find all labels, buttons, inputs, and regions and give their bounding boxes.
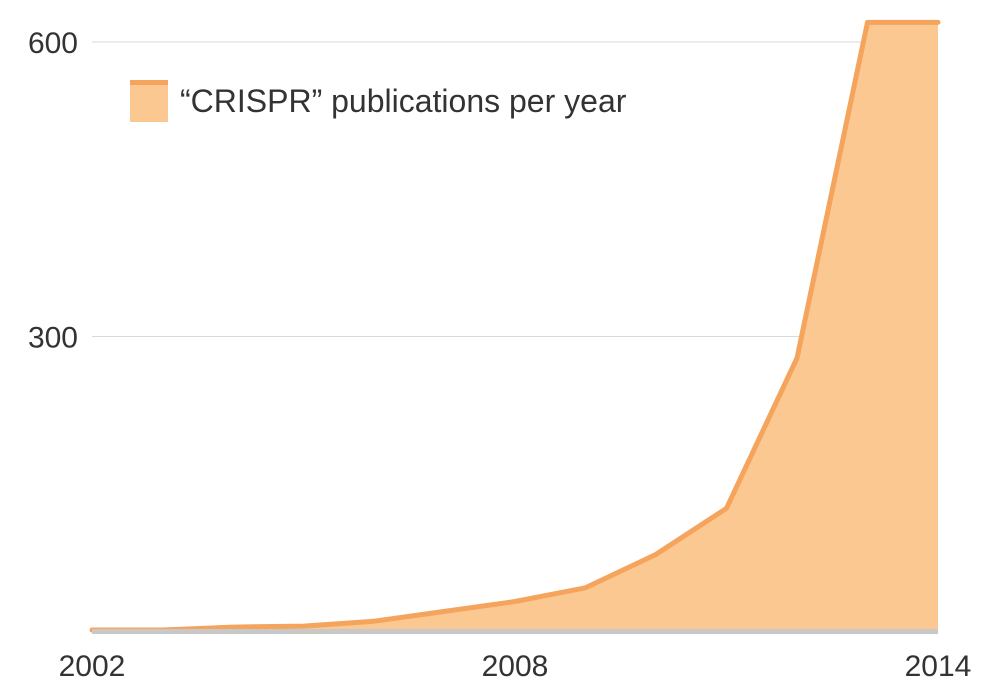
x-tick-label: 2008 <box>482 650 549 683</box>
y-tick-label: 300 <box>28 322 78 355</box>
legend-swatch-line <box>130 80 168 85</box>
x-tick-label: 2002 <box>59 650 126 683</box>
legend: “CRISPR” publications per year <box>130 80 627 122</box>
legend-swatch <box>130 82 168 122</box>
series-area <box>92 22 938 631</box>
axes: 300 600 2002 2008 2014 <box>28 27 971 683</box>
x-axis-baseline <box>92 629 938 634</box>
grid-lines <box>92 41 938 337</box>
y-tick-label: 600 <box>28 27 78 60</box>
legend-label: “CRISPR” publications per year <box>180 83 627 119</box>
x-tick-label: 2014 <box>905 650 972 683</box>
